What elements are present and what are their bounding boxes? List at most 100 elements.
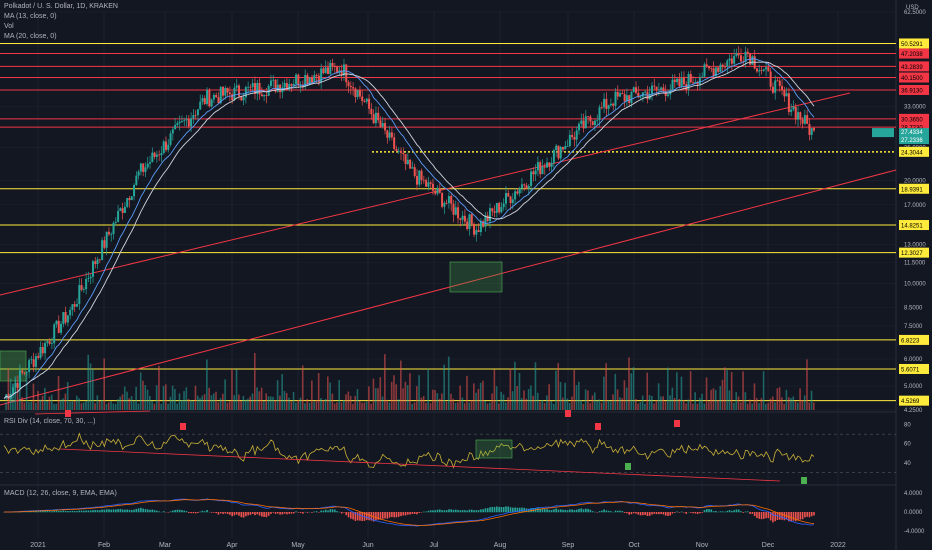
volume-bar xyxy=(39,399,42,410)
candle-body xyxy=(377,112,380,121)
candle-body xyxy=(548,162,551,167)
macd-histogram-bar xyxy=(267,512,270,516)
candle-body xyxy=(219,86,222,104)
macd-histogram-bar xyxy=(103,509,106,513)
candle-body xyxy=(169,133,172,145)
volume-bar xyxy=(381,396,384,410)
volume-bar xyxy=(91,369,94,410)
macd-histogram-bar xyxy=(400,512,402,517)
macd-histogram-bar xyxy=(596,512,599,513)
candle-body xyxy=(701,76,704,78)
macd-histogram-bar xyxy=(546,509,548,513)
candle-body xyxy=(123,206,126,213)
candle-body xyxy=(41,347,44,354)
volume-bar xyxy=(135,386,137,410)
candle-body xyxy=(420,170,423,180)
candle-body xyxy=(64,312,67,323)
volume-bar xyxy=(283,390,286,410)
candle-body xyxy=(623,94,626,102)
rsi-label: RSI Div (14, close, 70, 30, ...) xyxy=(4,418,96,425)
candle-body xyxy=(596,119,599,121)
volume-bar xyxy=(724,367,726,410)
volume-bar xyxy=(324,399,327,410)
candle-body xyxy=(114,221,117,223)
macd-histogram-bar xyxy=(653,512,656,514)
macd-histogram-bar xyxy=(224,512,227,514)
candle-body xyxy=(94,261,97,265)
volume-bar xyxy=(452,398,455,410)
macd-histogram-bar xyxy=(158,511,160,513)
volume-bar xyxy=(107,402,110,410)
time-tick: May xyxy=(291,542,305,549)
volume-bar xyxy=(577,381,580,410)
macd-histogram-bar xyxy=(222,512,224,514)
volume-bar xyxy=(532,395,534,410)
volume-bar xyxy=(630,373,633,410)
candle-body xyxy=(352,87,355,89)
volume-bar xyxy=(698,397,701,410)
volume-bar xyxy=(368,386,370,410)
macd-histogram-bar xyxy=(484,508,487,513)
candle-body xyxy=(167,144,170,150)
macd-histogram-bar xyxy=(792,512,795,521)
macd-histogram-bar xyxy=(233,512,236,516)
volume-bar xyxy=(413,402,416,410)
volume-bar xyxy=(489,402,491,410)
candle-body xyxy=(263,95,266,97)
volume-bar xyxy=(89,363,92,410)
volume-bar xyxy=(646,372,649,410)
candle-body xyxy=(504,193,507,204)
macd-histogram-bar xyxy=(694,512,697,514)
candle-body xyxy=(329,62,332,74)
macd-histogram-bar xyxy=(329,509,332,513)
volume-bar xyxy=(721,379,724,410)
volume-bar xyxy=(685,403,687,410)
volume-bar xyxy=(589,403,591,410)
candle-body xyxy=(427,182,430,187)
macd-histogram-bar xyxy=(477,510,480,513)
macd-histogram-bar xyxy=(256,512,259,515)
volume-bar xyxy=(249,396,252,410)
candle-body xyxy=(778,80,781,86)
candle-body xyxy=(666,94,669,97)
macd-histogram-bar xyxy=(190,512,192,514)
level-tag xyxy=(899,220,929,231)
volume-bar xyxy=(482,380,484,410)
volume-bar xyxy=(771,396,774,410)
macd-histogram-bar xyxy=(286,512,288,515)
macd-histogram-bar xyxy=(610,511,612,513)
macd-histogram-bar xyxy=(57,510,60,513)
price-tick: 17.0000 xyxy=(904,203,926,209)
candle-body xyxy=(769,71,772,87)
candle-body xyxy=(85,278,88,290)
divergence-marker xyxy=(595,423,601,430)
volume-bar xyxy=(418,375,420,410)
candle-body xyxy=(117,210,120,222)
volume-bar xyxy=(137,403,140,410)
volume-bar xyxy=(523,390,525,410)
macd-histogram-bar xyxy=(393,512,395,518)
candle-body xyxy=(737,53,740,56)
macd-histogram-bar xyxy=(185,511,188,513)
candle-body xyxy=(541,166,544,175)
volume-bar xyxy=(126,391,128,410)
volume-bar xyxy=(434,389,436,410)
macd-histogram-bar xyxy=(172,510,174,513)
macd-histogram-bar xyxy=(92,510,94,513)
volume-bar xyxy=(425,402,427,410)
macd-histogram-bar xyxy=(83,510,85,513)
current-price-tag xyxy=(899,128,929,145)
volume-bar xyxy=(760,398,763,410)
candle-body xyxy=(101,240,104,260)
volume-bar xyxy=(82,402,85,410)
macd-histogram-bar xyxy=(502,507,505,513)
macd-histogram-bar xyxy=(194,512,197,514)
volume-bar xyxy=(30,401,32,410)
volume-bar xyxy=(580,400,582,410)
volume-bar xyxy=(518,372,521,410)
volume-bar xyxy=(726,370,728,410)
macd-histogram-bar xyxy=(573,510,576,513)
macd-histogram-bar xyxy=(733,510,735,513)
lower-trendline xyxy=(0,169,897,406)
